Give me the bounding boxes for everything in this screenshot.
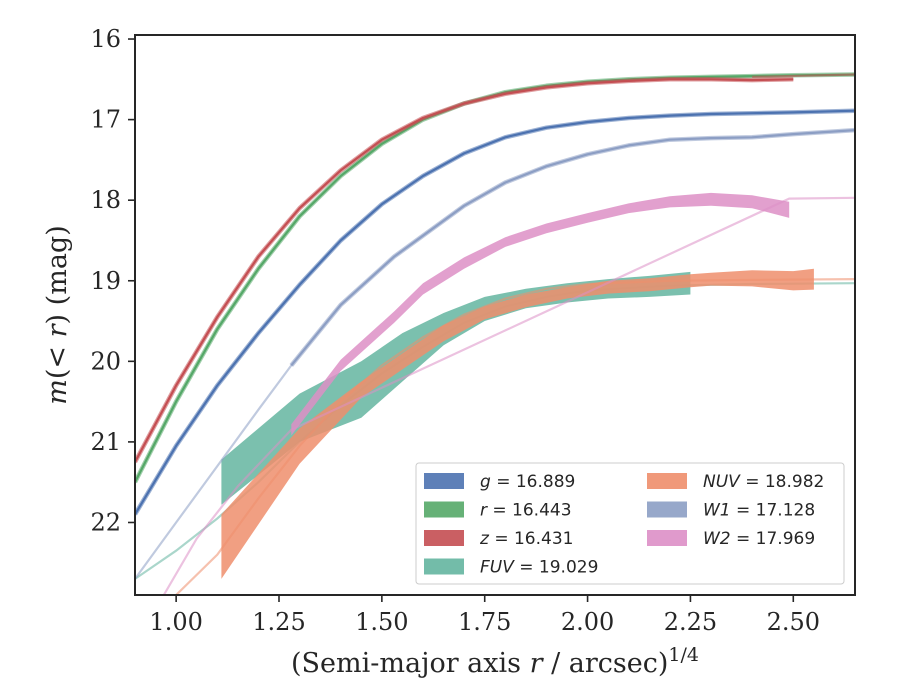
legend-item-w2: W2 = 17.969 <box>647 529 815 549</box>
legend-item-nuv: NUV = 18.982 <box>647 472 824 492</box>
x-tick-label: 2.50 <box>767 608 820 636</box>
series-z <box>135 73 855 464</box>
legend-swatch <box>647 473 687 489</box>
series-w1-model-line <box>135 364 293 580</box>
y-tick-label: 19 <box>90 267 121 295</box>
y-axis-label: m(< r) (mag) <box>42 225 73 404</box>
x-tick-label: 1.75 <box>458 608 511 636</box>
y-tick-label: 22 <box>90 508 121 536</box>
x-axis-label: (Semi-major axis r / arcsec)1/4 <box>291 644 699 679</box>
series-w1-line <box>290 129 855 367</box>
y-tick-label: 16 <box>90 25 121 53</box>
series-w2 <box>162 192 855 595</box>
legend: g = 16.889 r = 16.443 z = 16.431 FUV = 19.0… <box>415 462 845 585</box>
series-w2-model-line <box>162 196 855 595</box>
x-tick-label: 2.00 <box>561 608 614 636</box>
y-axis: 16 17 18 19 20 21 22 <box>90 25 135 536</box>
x-axis-label-main: (Semi-major axis <box>291 648 530 679</box>
series-g-line <box>135 109 855 515</box>
legend-item-g: g = 16.889 <box>424 472 575 492</box>
y-tick-label: 17 <box>90 106 121 134</box>
legend-label: W2 = 17.969 <box>703 529 815 549</box>
series-nuv <box>175 268 855 595</box>
y-tick-label: 21 <box>90 428 121 456</box>
x-tick-label: 1.00 <box>149 608 202 636</box>
plot-frame <box>134 34 856 596</box>
legend-item-z: z = 16.431 <box>424 529 573 549</box>
series-z-model-line <box>752 73 855 78</box>
legend-box <box>415 462 845 585</box>
series-g <box>135 108 855 516</box>
legend-label: g = 16.889 <box>480 472 575 492</box>
legend-label: W1 = 17.128 <box>703 501 815 521</box>
legend-swatch <box>424 558 464 575</box>
x-tick-label: 1.50 <box>355 608 408 636</box>
x-tick-label: 1.25 <box>252 608 305 636</box>
x-axis: 1.00 1.25 1.50 1.75 2.00 2.25 2.50 <box>149 595 820 636</box>
series-z-line <box>135 78 794 463</box>
x-axis-label-superscript: 1/4 <box>668 644 699 666</box>
legend-swatch <box>424 473 464 489</box>
legend-label: NUV = 18.982 <box>703 472 824 492</box>
y-tick-label: 18 <box>90 186 121 214</box>
legend-item-fuv: FUV = 19.029 <box>424 558 598 578</box>
x-tick-label: 2.25 <box>664 608 717 636</box>
legend-label: z = 16.431 <box>479 529 573 549</box>
y-tick-label: 20 <box>90 347 121 375</box>
series-w1 <box>135 127 855 580</box>
legend-item-r: r = 16.443 <box>424 501 572 521</box>
legend-swatch <box>647 530 687 546</box>
legend-swatch <box>647 501 687 518</box>
legend-label: FUV = 19.029 <box>480 558 598 578</box>
legend-swatch <box>424 501 464 518</box>
legend-swatch <box>424 530 464 546</box>
legend-item-w1: W1 = 17.128 <box>647 501 815 521</box>
legend-label: r = 16.443 <box>480 501 572 521</box>
series-layer <box>135 72 855 595</box>
